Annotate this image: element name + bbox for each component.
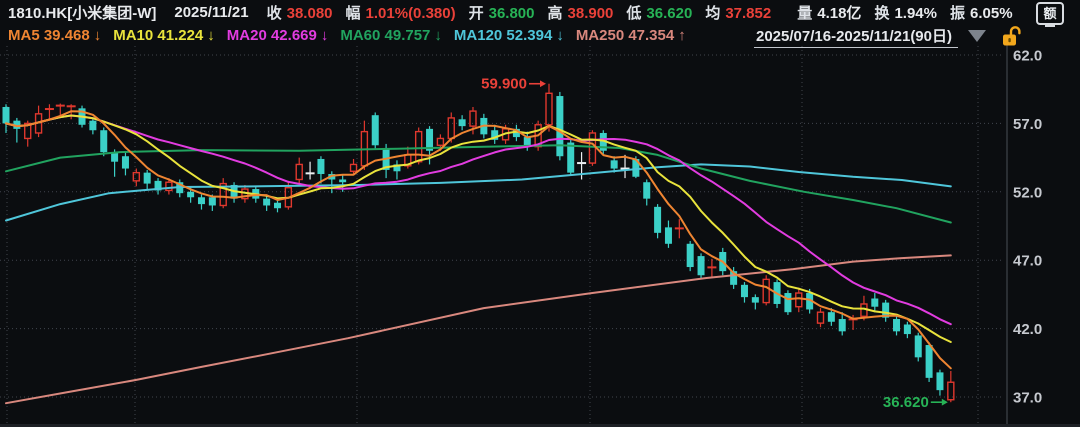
annotations-layer: 59.900 36.620 xyxy=(481,76,948,411)
ma-legend-text: MA60 49.757 xyxy=(340,27,431,44)
trend-down-icon: ↓ xyxy=(434,27,442,44)
trend-down-icon: ↓ xyxy=(93,27,102,44)
ma-legend-items: MA5 39.468 ↓ MA10 41.224 ↓ MA20 42.669 ↓ MA60 … xyxy=(8,27,698,44)
quote-field-开: 开 36.800 xyxy=(469,5,535,22)
quote-field-label: 低 xyxy=(626,5,642,22)
ma-legend-text: MA10 41.224 xyxy=(113,27,204,44)
quote-field-value: 1.01%(0.380) xyxy=(365,5,456,22)
trend-down-icon: ↓ xyxy=(556,27,564,44)
date-range-label[interactable]: 2025/07/16-2025/11/21(90日) xyxy=(754,25,958,48)
quote-field-振: 振 6.05% xyxy=(950,5,1013,22)
ma-legend-ma20[interactable]: MA20 42.669 ↓ xyxy=(227,27,329,44)
ma-legend-ma5[interactable]: MA5 39.468 ↓ xyxy=(8,27,101,44)
svg-text:47.0: 47.0 xyxy=(1013,253,1042,270)
quote-field-量: 量 4.18亿 xyxy=(797,5,861,22)
svg-text:42.0: 42.0 xyxy=(1013,321,1042,338)
quote-field-value: 37.852 xyxy=(725,5,772,22)
trend-down-icon: ↓ xyxy=(320,27,329,44)
quote-field-value: 4.18亿 xyxy=(817,5,862,22)
svg-text:37.0: 37.0 xyxy=(1013,390,1042,407)
quote-date: 2025/11/21 xyxy=(174,4,249,21)
ma-legend-ma60[interactable]: MA60 49.757 ↓ xyxy=(340,27,442,44)
amount-panel-icon[interactable]: 额 xyxy=(1036,2,1064,25)
ma-lines-layer xyxy=(5,110,952,405)
quote-header-bar: 1810.HK[小米集团-W] 2025/11/21 收 38.080 幅 1.01%… xyxy=(0,0,1080,25)
ma-legend-ma250[interactable]: MA250 47.354 ↑ xyxy=(576,27,686,44)
quote-field-低: 低 36.620 xyxy=(626,5,692,22)
quote-field-label: 量 xyxy=(797,5,813,22)
quote-field-label: 开 xyxy=(468,5,484,22)
quote-field-label: 幅 xyxy=(345,5,361,22)
svg-text:57.0: 57.0 xyxy=(1013,116,1042,133)
candles-layer xyxy=(2,83,955,403)
unlock-icon[interactable] xyxy=(1000,25,1024,47)
svg-text:36.620: 36.620 xyxy=(883,394,929,411)
ma-legend-ma120[interactable]: MA120 52.394 ↓ xyxy=(454,27,564,44)
quote-fields: 收 38.080 幅 1.01%(0.380) 开 36.800 高 38.900 低 36.62… xyxy=(267,2,1026,23)
ma-legend-text: MA20 42.669 xyxy=(226,27,317,44)
quote-field-label: 收 xyxy=(266,5,282,22)
quote-field-value: 36.620 xyxy=(646,5,693,22)
chevron-down-icon[interactable] xyxy=(968,30,986,42)
quote-field-value: 1.94% xyxy=(894,5,937,22)
y-axis-labels: 62.0 57.0 52.0 47.0 42.0 37.0 xyxy=(1013,48,1042,407)
quote-field-幅: 幅 1.01%(0.380) xyxy=(346,5,456,22)
quote-field-高: 高 38.900 xyxy=(548,5,614,22)
quote-field-value: 36.800 xyxy=(488,5,535,22)
ma-legend-ma10[interactable]: MA10 41.224 ↓ xyxy=(113,27,215,44)
ma-legend-text: MA250 47.354 xyxy=(575,27,675,44)
quote-field-label: 换 xyxy=(874,5,890,22)
quote-field-收: 收 38.080 xyxy=(267,5,333,22)
ma-legend-text: MA120 52.394 xyxy=(453,27,553,44)
svg-text:62.0: 62.0 xyxy=(1013,48,1042,65)
grid-lines xyxy=(0,44,1008,427)
quote-field-均: 均 37.852 xyxy=(705,5,771,22)
quote-field-value: 6.05% xyxy=(970,5,1013,22)
bottom-edge-divider xyxy=(0,424,1080,427)
quote-field-value: 38.080 xyxy=(286,5,333,22)
quote-field-label: 振 xyxy=(950,5,966,22)
ma-legend-text: MA5 39.468 xyxy=(8,27,90,44)
date-range-control[interactable]: 2025/07/16-2025/11/21(90日) xyxy=(754,25,1024,48)
ma-legend-bar: MA5 39.468 ↓ MA10 41.224 ↓ MA20 42.669 ↓ MA60 … xyxy=(0,25,1080,46)
trend-up-icon: ↑ xyxy=(678,27,686,44)
trend-down-icon: ↓ xyxy=(207,27,215,44)
svg-text:52.0: 52.0 xyxy=(1013,184,1042,201)
symbol-name[interactable]: 1810.HK[小米集团-W] xyxy=(8,5,157,22)
quote-field-换: 换 1.94% xyxy=(874,5,937,22)
quote-field-label: 高 xyxy=(547,5,563,22)
quote-field-value: 38.900 xyxy=(567,5,614,22)
svg-text:59.900: 59.900 xyxy=(481,76,527,93)
quote-field-label: 均 xyxy=(705,5,721,22)
